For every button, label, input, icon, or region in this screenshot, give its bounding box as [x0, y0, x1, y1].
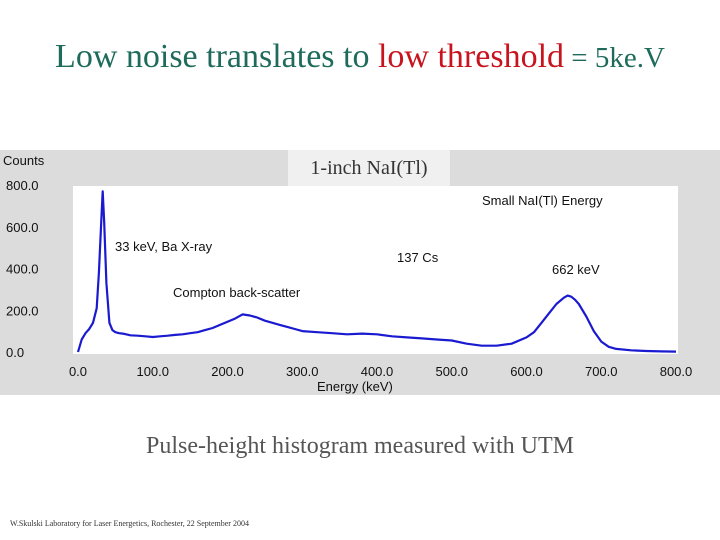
x-tick-label: 600.0 [510, 364, 543, 379]
y-axis-label: Counts [3, 153, 45, 168]
plot-area [73, 186, 678, 354]
annotation-662kev: 662 keV [552, 262, 600, 277]
title-threshold-value: = 5ke.V [564, 42, 665, 74]
title-highlight: low threshold [377, 38, 565, 75]
chart-panel: 0.0 100.0 200.0 300.0 400.0 500.0 600.0 700.0 80… [0, 150, 720, 395]
x-axis-label: Energy (keV) [317, 379, 393, 394]
y-tick-label: 600.0 [6, 220, 39, 235]
annotation-compton: Compton back-scatter [173, 285, 301, 300]
y-tick-label: 0.0 [6, 345, 24, 360]
x-tick-label: 500.0 [435, 364, 468, 379]
x-tick-label: 700.0 [585, 364, 618, 379]
x-tick-label: 200.0 [211, 364, 244, 379]
slide-title: Low noise translates to low threshold = … [55, 38, 665, 75]
spectrum-chart: 0.0 100.0 200.0 300.0 400.0 500.0 600.0 700.0 80… [3, 153, 693, 394]
x-tick-label: 800.0 [660, 364, 693, 379]
slide-caption: Pulse-height histogram measured with UTM [146, 433, 574, 459]
spectrum-trace [76, 190, 677, 353]
inset-chart-title: 1-inch NaI(Tl) [288, 150, 450, 186]
annotation-ba-xray: 33 keV, Ba X-ray [115, 239, 213, 254]
y-tick-label: 200.0 [6, 303, 39, 318]
x-tick-label: 300.0 [286, 364, 319, 379]
y-tick-label: 800.0 [6, 178, 39, 193]
x-tick-label: 400.0 [361, 364, 394, 379]
annotation-cs137: 137 Cs [397, 250, 439, 265]
x-tick-label: 100.0 [136, 364, 169, 379]
x-tick-label: 0.0 [69, 364, 87, 379]
footer-credit: W.Skulski Laboratory for Laser Energetic… [10, 519, 249, 528]
legend-label: Small NaI(Tl) Energy [482, 193, 603, 208]
y-tick-label: 400.0 [6, 262, 39, 277]
